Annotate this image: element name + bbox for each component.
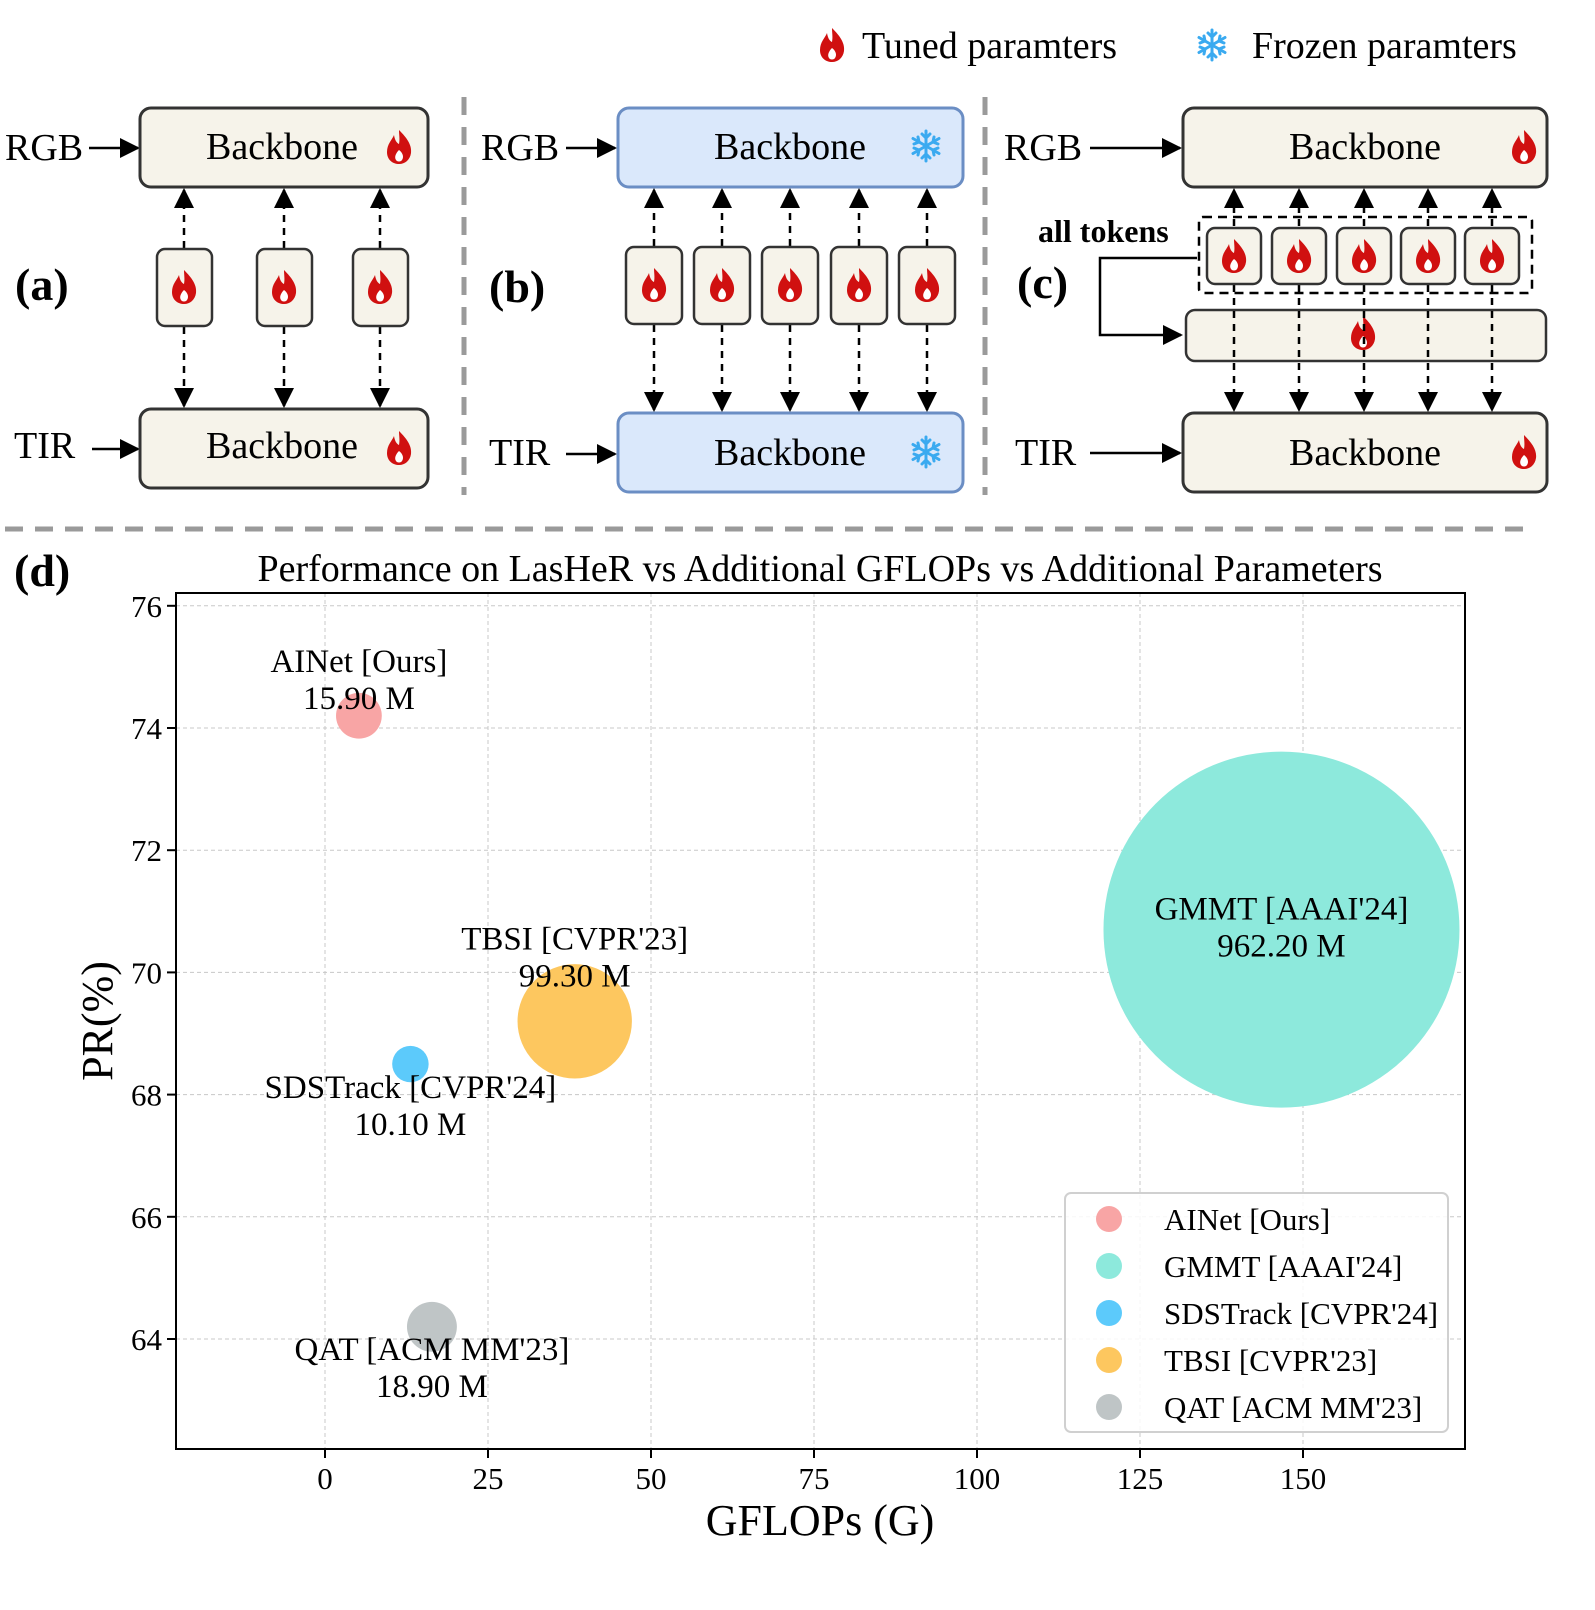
bubbles	[336, 692, 1460, 1352]
x-tick-label: 125	[1117, 1461, 1164, 1496]
bubble-name-label: QAT [ACM MM'23]	[294, 1332, 569, 1368]
bubble-point	[517, 964, 632, 1079]
rgb-backbone-box	[1181, 106, 1549, 189]
legend-item-label: AINet [Ours]	[1164, 1202, 1330, 1237]
panel-label-b: (b)	[489, 261, 545, 312]
rgb-input-label: RGB	[1004, 127, 1082, 169]
panel-b: (b) RGB Backbone TIR Backbone	[481, 106, 965, 494]
y-tick-label: 68	[131, 1078, 162, 1113]
bubble-name-label: GMMT [AAAI'24]	[1155, 892, 1409, 928]
bubble-params-label: 962.20 M	[1217, 929, 1345, 965]
tuned-legend-label: Tuned paramters	[862, 25, 1117, 67]
bubble-point	[336, 692, 382, 739]
y-tick-label: 64	[131, 1322, 163, 1357]
backbone-label: Backbone	[206, 126, 358, 168]
all-tokens-label: all tokens	[1038, 213, 1169, 249]
tir-backbone-box	[138, 407, 430, 490]
rgb-input-label: RGB	[481, 127, 559, 169]
legend-swatch	[1096, 1253, 1122, 1279]
tir-input-label: TIR	[489, 432, 551, 474]
chart-legend: AINet [Ours] GMMT [AAAI'24] SDSTrack [CVPR…	[1064, 1192, 1449, 1433]
backbone-label: Backbone	[714, 126, 866, 168]
module-column	[1205, 188, 1263, 412]
panel-a: (a) RGB Backbone TIR Backbone	[5, 106, 430, 490]
legend-swatch	[1096, 1394, 1122, 1420]
module-column	[692, 188, 752, 412]
legend-swatch	[1096, 1206, 1122, 1232]
panel-label-c: (c)	[1017, 257, 1068, 308]
bubble-params-label: 10.10 M	[354, 1107, 466, 1143]
module-column	[1399, 188, 1457, 412]
module-column	[897, 188, 957, 412]
y-tick-label: 66	[131, 1200, 162, 1235]
bubble-point	[392, 1045, 429, 1083]
y-tick-label: 76	[131, 589, 162, 624]
module-column	[1335, 188, 1393, 412]
legend-item-label: QAT [ACM MM'23]	[1164, 1390, 1422, 1425]
module-column	[1463, 188, 1521, 412]
ticks: 0 25 50 75 100 125 150 64 66 68 70 72 74 76	[131, 589, 1326, 1496]
tir-input-label: TIR	[1015, 432, 1077, 474]
chart-title: Performance on LasHeR vs Additional GFLO…	[257, 548, 1382, 590]
backbone-label: Backbone	[206, 425, 358, 467]
x-tick-label: 25	[473, 1461, 504, 1496]
tir-backbone-box	[1181, 411, 1549, 494]
module-column	[760, 188, 820, 412]
legend-swatch	[1096, 1300, 1122, 1326]
backbone-label: Backbone	[714, 432, 866, 474]
bubble-params-label: 18.90 M	[376, 1369, 488, 1405]
frozen-legend-label: Frozen paramters	[1252, 25, 1517, 67]
module-column	[255, 188, 314, 408]
x-tick-label: 100	[954, 1461, 1001, 1496]
rgb-backbone-box	[616, 106, 965, 189]
module-column	[351, 188, 410, 408]
flame-icon	[820, 28, 845, 62]
legend-item-label: GMMT [AAAI'24]	[1164, 1249, 1402, 1284]
legend-item-label: TBSI [CVPR'23]	[1164, 1343, 1377, 1378]
bubble-name-label: TBSI [CVPR'23]	[461, 921, 688, 957]
backbone-label: Backbone	[1289, 126, 1441, 168]
x-tick-label: 75	[799, 1461, 830, 1496]
y-tick-label: 74	[131, 711, 163, 746]
module-column	[624, 188, 684, 412]
tir-input-label: TIR	[14, 425, 76, 467]
legend-item-label: SDSTrack [CVPR'24]	[1164, 1296, 1438, 1331]
plot-frame	[175, 592, 1466, 1450]
bubble-params-label: 15.90 M	[303, 681, 415, 717]
bubble-name-label: AINet [Ours]	[270, 644, 447, 680]
module-column	[155, 188, 214, 408]
bubble-point	[1103, 751, 1460, 1108]
module-column	[829, 188, 889, 412]
bubble-point	[406, 1301, 457, 1352]
legend-frame	[1064, 1192, 1449, 1433]
panel-c: (c) RGB Backbone TIR Backbone all tokens	[1004, 106, 1549, 494]
x-axis-label: GFLOPs (G)	[706, 1496, 935, 1545]
snowflake-icon	[1197, 28, 1227, 62]
y-tick-label: 72	[131, 833, 162, 868]
module-column	[1270, 188, 1328, 412]
panel-d: (d) Performance on LasHeR vs Additional …	[14, 545, 1466, 1545]
x-tick-label: 0	[317, 1461, 333, 1496]
legend-swatch	[1096, 1347, 1122, 1373]
tir-backbone-box	[616, 411, 965, 494]
y-axis-label: PR(%)	[73, 961, 122, 1081]
token-route-arrow	[1098, 256, 1197, 345]
x-tick-label: 150	[1280, 1461, 1327, 1496]
y-tick-label: 70	[131, 955, 162, 990]
rgb-backbone-box	[138, 106, 430, 189]
panel-label-a: (a)	[15, 259, 69, 310]
x-tick-label: 50	[636, 1461, 667, 1496]
bubble-params-label: 99.30 M	[519, 958, 631, 994]
backbone-label: Backbone	[1289, 432, 1441, 474]
rgb-input-label: RGB	[5, 127, 83, 169]
panel-label-d: (d)	[14, 545, 70, 596]
top-legend: Tuned paramters Frozen paramters	[820, 25, 1517, 67]
bubble-name-label: SDSTrack [CVPR'24]	[265, 1070, 557, 1106]
tokens-dashed-group	[1197, 215, 1534, 295]
